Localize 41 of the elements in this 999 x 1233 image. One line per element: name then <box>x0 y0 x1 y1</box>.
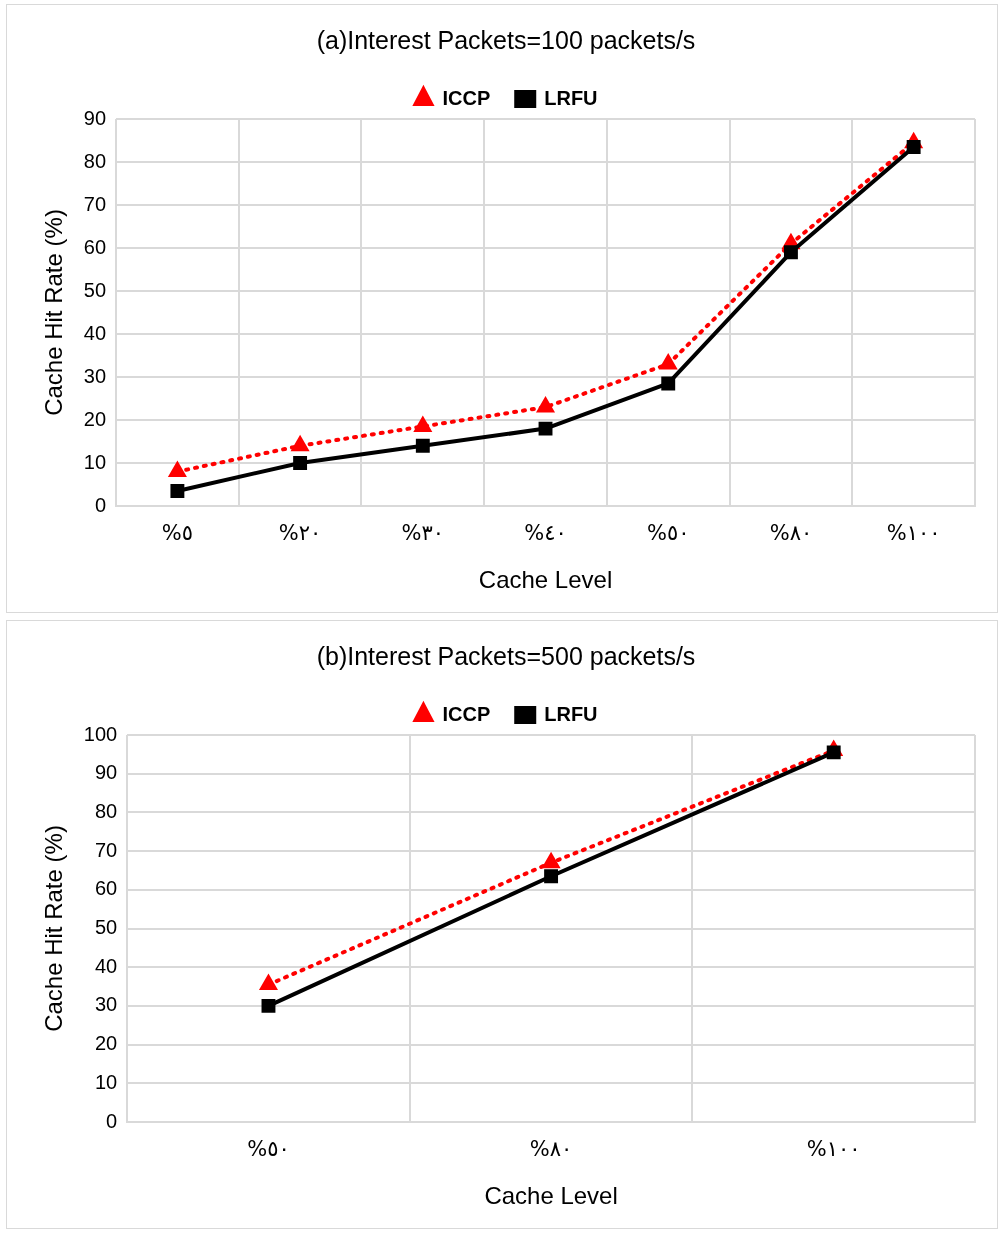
x-tick-label: %٤٠ <box>524 521 567 546</box>
x-tick-label: %٥٠ <box>247 1137 290 1162</box>
y-tick-label: 60 <box>83 235 107 258</box>
y-tick-label: 80 <box>83 149 107 172</box>
y-tick-label: 20 <box>83 407 107 430</box>
y-axis-title: Cache Hit Rate (%) <box>40 209 68 416</box>
legend-label: ICCP <box>442 702 491 725</box>
legend-label: ICCP <box>442 86 491 109</box>
y-tick-label: 50 <box>94 916 118 939</box>
y-tick-label: 40 <box>94 954 118 977</box>
y-tick-label: 0 <box>94 493 107 516</box>
y-tick-label: 70 <box>83 192 107 215</box>
y-tick-label: 100 <box>83 722 118 745</box>
y-tick-label: 30 <box>83 364 107 387</box>
y-tick-label: 80 <box>94 799 118 822</box>
x-tick-label: %١٠٠ <box>806 1137 861 1162</box>
x-tick-label: %٣٠ <box>401 521 445 546</box>
y-tick-label: 10 <box>83 450 107 473</box>
legend-label: LRFU <box>544 702 598 725</box>
x-tick-label: %١٠٠ <box>886 521 941 546</box>
chart-title: (b)Interest Packets=500 packets/s <box>316 641 696 670</box>
y-tick-label: 90 <box>94 761 118 784</box>
x-tick-label: %٥ <box>161 521 194 546</box>
y-tick-label: 60 <box>94 877 118 900</box>
y-axis-title: Cache Hit Rate (%) <box>40 825 68 1032</box>
x-tick-label: %٨٠ <box>529 1137 573 1162</box>
x-axis-title: Cache Level <box>478 566 613 594</box>
y-tick-label: 10 <box>94 1070 118 1093</box>
y-tick-label: 40 <box>83 321 107 344</box>
x-tick-label: %٢٠ <box>278 521 322 546</box>
y-tick-label: 30 <box>94 993 118 1016</box>
y-tick-label: 0 <box>106 1109 118 1132</box>
x-tick-label: %٥٠ <box>646 521 690 546</box>
x-axis-title: Cache Level <box>484 1182 618 1210</box>
legend-label: LRFU <box>544 86 598 109</box>
y-tick-label: 50 <box>83 278 107 301</box>
y-tick-label: 70 <box>94 838 118 861</box>
y-tick-label: 20 <box>94 1032 118 1055</box>
x-tick-label: %٨٠ <box>769 521 813 546</box>
chart-title: (a)Interest Packets=100 packets/s <box>316 25 696 54</box>
y-tick-label: 90 <box>83 106 107 129</box>
